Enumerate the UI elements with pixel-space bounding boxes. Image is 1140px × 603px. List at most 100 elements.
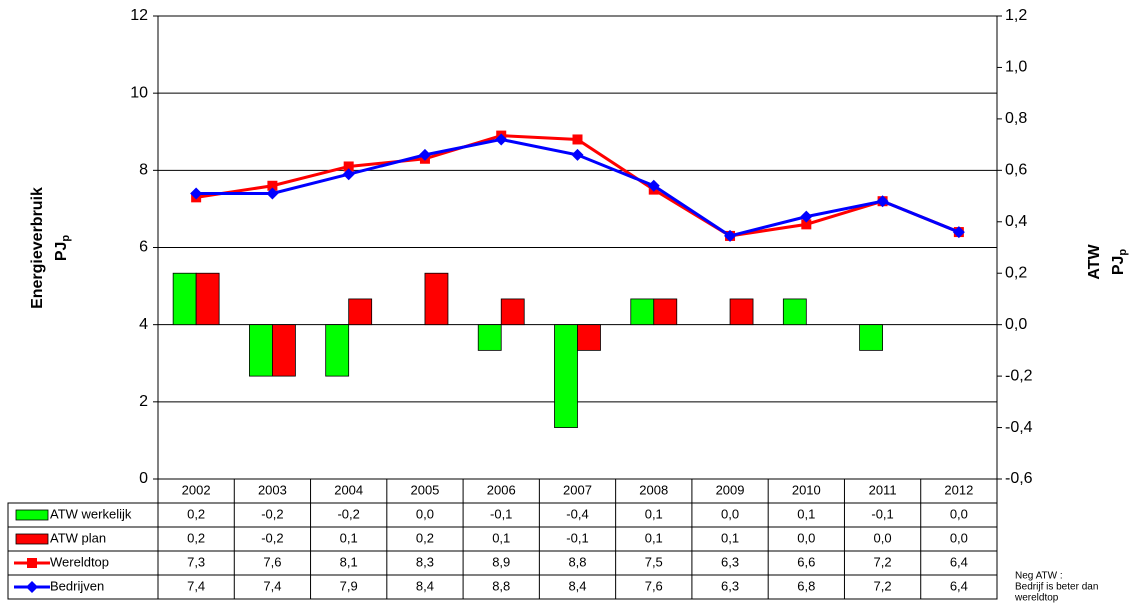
legend-marker [27, 558, 37, 568]
y-tick-label: 4 [139, 316, 148, 333]
table-cell: 7,6 [263, 554, 281, 569]
y-tick-label: 12 [130, 7, 148, 24]
bar [172, 272, 197, 326]
table-cell: 0,0 [797, 530, 815, 545]
marker [190, 187, 203, 200]
marker [800, 210, 813, 223]
table-cell: 7,2 [874, 554, 892, 569]
marker [571, 148, 584, 161]
table-cell: 7,4 [263, 578, 281, 593]
table-cell: 0,1 [797, 506, 815, 521]
table-cell: -0,4 [566, 506, 588, 521]
y2-tick-label: -0,6 [1005, 470, 1033, 487]
legend-key [15, 533, 49, 545]
bar [477, 324, 502, 351]
bar [859, 324, 883, 351]
marker [267, 180, 278, 191]
table-cell: 8,4 [568, 578, 586, 593]
marker [572, 134, 583, 145]
marker [876, 195, 889, 208]
unit: PJ [1110, 256, 1127, 276]
bar [272, 324, 296, 377]
marker [724, 229, 737, 242]
table-cell: 7,5 [645, 554, 663, 569]
table-cell: 0,0 [950, 530, 968, 545]
note: Neg ATW : [1015, 571, 1063, 582]
unit-sub: p [1117, 249, 1129, 256]
table-cell: 0,0 [950, 506, 968, 521]
y2-tick-label: -0,2 [1005, 367, 1033, 384]
table-cell: 0,1 [492, 530, 510, 545]
table-cell: -0,1 [490, 506, 512, 521]
x-tick-label: 2011 [869, 482, 897, 497]
marker [495, 133, 508, 146]
table-cell: 6,8 [797, 578, 815, 593]
table-cell: 7,9 [340, 578, 358, 593]
marker [952, 226, 965, 239]
table-cell: 7,4 [187, 578, 205, 593]
table-cell: 0,1 [645, 506, 663, 521]
table-cell: 6,3 [721, 578, 739, 593]
x-tick-label: 2010 [792, 482, 821, 497]
table-cell: 7,6 [645, 578, 663, 593]
y-axis-unit: PJp [53, 235, 72, 262]
x-tick-label: 2008 [639, 482, 668, 497]
marker [342, 168, 355, 181]
y2-axis-unit: PJp [1110, 249, 1129, 276]
note: wereldtop [1014, 593, 1059, 603]
marker [418, 148, 431, 161]
bar [325, 324, 350, 377]
bar [577, 324, 601, 351]
y2-tick-label: 0,0 [1005, 316, 1027, 333]
x-tick-label: 2007 [563, 482, 592, 497]
table-cell: 0,2 [187, 530, 205, 545]
bar [729, 298, 754, 326]
unit: PJ [53, 242, 70, 262]
y2-tick-label: 1,2 [1005, 7, 1027, 24]
y-tick-label: 2 [139, 393, 148, 410]
x-tick-label: 2002 [182, 482, 211, 497]
y-tick-label: 8 [139, 162, 148, 179]
legend-key [15, 509, 49, 521]
bar [195, 272, 220, 326]
table-cell: 8,8 [492, 578, 510, 593]
table-cell: 0,1 [721, 530, 739, 545]
table-cell: 0,1 [645, 530, 663, 545]
table-cell: 7,3 [187, 554, 205, 569]
y2-axis-title: ATW [1086, 243, 1103, 279]
y-axis-title: Energieverbruik [29, 187, 46, 309]
legend-marker [26, 581, 38, 593]
table-cell: -0,1 [566, 530, 588, 545]
x-tick-label: 2003 [258, 482, 287, 497]
bar [653, 298, 678, 326]
table-cell: 6,3 [721, 554, 739, 569]
x-tick-label: 2012 [944, 482, 973, 497]
table-cell: 0,2 [416, 530, 434, 545]
legend-label: ATW plan [50, 530, 106, 545]
note: Bedrijf is beter dan [1015, 582, 1098, 593]
bar [782, 298, 807, 326]
y-tick-label: 6 [139, 239, 148, 256]
table-cell: 8,4 [416, 578, 434, 593]
table-cell: 0,0 [416, 506, 434, 521]
table-cell: 8,8 [568, 554, 586, 569]
y2-tick-label: 0,8 [1005, 110, 1027, 127]
y2-tick-label: 0,2 [1005, 264, 1027, 281]
y-tick-label: 10 [130, 84, 148, 101]
x-tick-label: 2009 [716, 482, 745, 497]
x-tick-label: 2005 [410, 482, 439, 497]
unit-sub: p [60, 235, 72, 242]
table-cell: -0,2 [261, 530, 283, 545]
y2-tick-label: -0,4 [1005, 419, 1033, 436]
table-cell: -0,1 [871, 506, 893, 521]
x-tick-label: 2006 [487, 482, 516, 497]
y2-tick-label: 1,0 [1005, 59, 1027, 76]
bar [500, 298, 525, 326]
table-cell: 0,2 [187, 506, 205, 521]
bar [348, 298, 373, 326]
table-cell: 0,0 [721, 506, 739, 521]
marker [801, 219, 812, 230]
x-tick-label: 2004 [334, 482, 363, 497]
table-cell: -0,2 [337, 506, 359, 521]
